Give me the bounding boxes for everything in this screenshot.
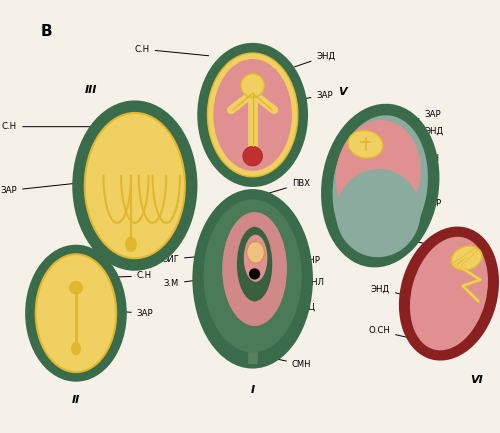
Ellipse shape [336, 120, 421, 228]
Text: I: I [250, 385, 254, 395]
Text: ПЕР: ПЕР [414, 199, 442, 216]
Ellipse shape [348, 130, 383, 158]
Text: ЗАР: ЗАР [267, 91, 333, 105]
Text: Ц.НЛ: Ц.НЛ [271, 276, 324, 286]
Ellipse shape [71, 342, 81, 355]
Ellipse shape [74, 102, 196, 269]
Ellipse shape [194, 191, 312, 367]
Text: С.Н: С.Н [420, 154, 440, 174]
Text: ЗИГ: ЗИГ [162, 252, 240, 264]
Ellipse shape [410, 237, 488, 350]
Text: С.Н: С.Н [134, 45, 208, 56]
Ellipse shape [214, 59, 292, 171]
Text: ПНР: ПНР [273, 255, 320, 265]
Ellipse shape [69, 281, 83, 294]
Text: ЭНД: ЭНД [371, 284, 432, 303]
Text: III: III [84, 85, 97, 95]
Text: НЦ: НЦ [277, 302, 314, 312]
Ellipse shape [244, 235, 268, 282]
Ellipse shape [204, 199, 302, 352]
Text: IV: IV [246, 196, 259, 206]
Text: С.Н: С.Н [2, 122, 91, 131]
Text: З.М: З.М [164, 275, 238, 288]
Ellipse shape [198, 44, 306, 186]
Text: С.Н: С.Н [98, 271, 152, 281]
Text: ПВХ: ПВХ [258, 179, 310, 197]
Ellipse shape [332, 115, 428, 256]
Text: ЭНД: ЭНД [412, 127, 444, 147]
Ellipse shape [323, 106, 438, 266]
Text: VI: VI [470, 375, 483, 385]
Ellipse shape [125, 236, 137, 252]
Text: V: V [338, 87, 347, 97]
Ellipse shape [208, 53, 298, 177]
Ellipse shape [237, 227, 272, 301]
Ellipse shape [27, 246, 125, 380]
Text: ЗАР: ЗАР [374, 230, 451, 249]
Text: СМН: СМН [258, 355, 312, 369]
Ellipse shape [452, 246, 482, 271]
Text: ЭНД: ЭНД [294, 52, 336, 67]
Text: О.СН: О.СН [368, 326, 419, 340]
Ellipse shape [247, 242, 264, 263]
Ellipse shape [243, 146, 262, 166]
Text: ЗАР: ЗАР [0, 181, 98, 195]
Ellipse shape [400, 228, 498, 359]
Text: В: В [40, 24, 52, 39]
Circle shape [250, 269, 260, 279]
Text: II: II [72, 394, 80, 404]
Ellipse shape [36, 254, 116, 372]
Ellipse shape [222, 212, 287, 326]
Text: ЗАР: ЗАР [373, 110, 441, 131]
Ellipse shape [336, 169, 420, 257]
Text: ЗАР: ЗАР [86, 309, 154, 318]
Ellipse shape [241, 74, 264, 97]
Ellipse shape [85, 113, 185, 258]
